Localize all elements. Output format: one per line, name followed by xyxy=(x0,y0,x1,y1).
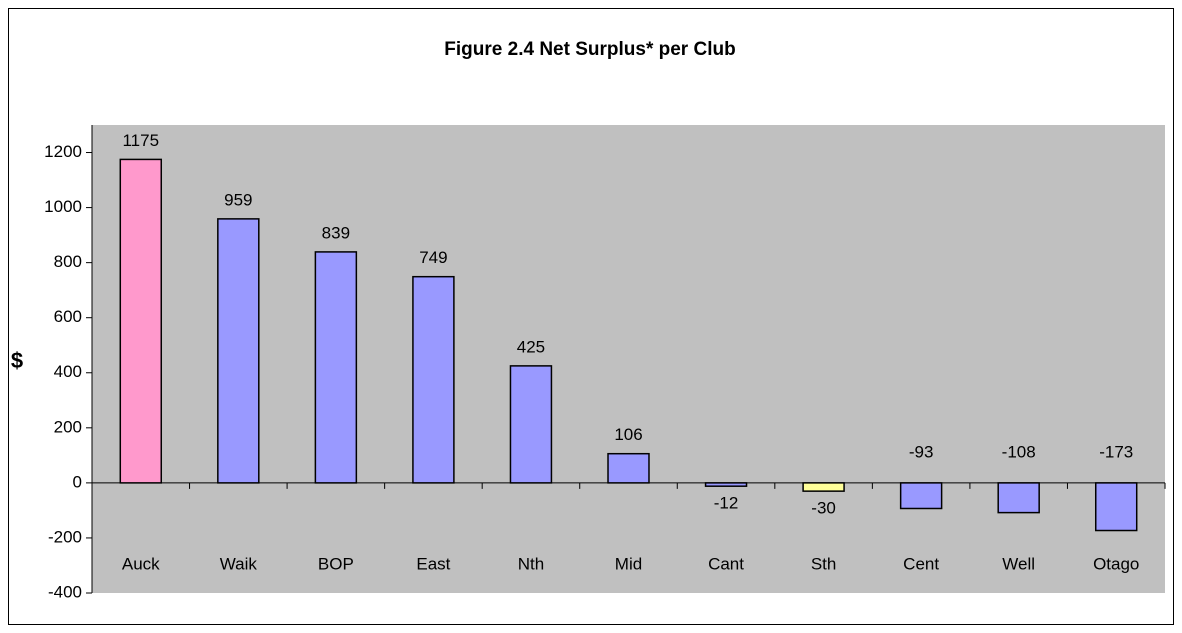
y-tick-label: 1000 xyxy=(44,197,82,216)
y-tick-label: 200 xyxy=(54,417,82,436)
y-tick-label: 1200 xyxy=(44,142,82,161)
value-label: -173 xyxy=(1099,442,1133,461)
value-label: 839 xyxy=(322,223,350,242)
x-tick-label: Nth xyxy=(518,554,544,573)
x-tick-label: Cent xyxy=(903,554,939,573)
bar xyxy=(509,365,553,484)
bar xyxy=(704,482,748,487)
x-tick-label: BOP xyxy=(318,554,354,573)
chart-title: Figure 2.4 Net Surplus* per Club xyxy=(444,39,735,60)
value-label: -30 xyxy=(811,499,836,518)
x-tick-label: Waik xyxy=(220,554,258,573)
bar xyxy=(899,482,943,510)
y-tick-label: 400 xyxy=(54,362,82,381)
y-tick-label: 600 xyxy=(54,307,82,326)
value-label: 425 xyxy=(517,337,545,356)
y-tick-label: -400 xyxy=(48,582,82,601)
bar xyxy=(997,482,1040,514)
y-tick-label: -200 xyxy=(48,527,82,546)
x-tick-label: Auck xyxy=(122,554,160,573)
value-label: 749 xyxy=(419,248,447,267)
x-tick-label: East xyxy=(416,554,450,573)
bar xyxy=(119,158,163,484)
bar xyxy=(314,251,358,484)
bar xyxy=(412,275,455,484)
x-tick-label: Mid xyxy=(615,554,642,573)
y-tick-label: 0 xyxy=(73,472,82,491)
bar xyxy=(607,452,650,484)
y-tick-label: 800 xyxy=(54,252,82,271)
bar xyxy=(1094,482,1138,532)
value-label: -93 xyxy=(909,442,934,461)
value-label: 1175 xyxy=(122,131,159,150)
y-axis-label: $ xyxy=(11,348,23,373)
value-label: 106 xyxy=(614,425,642,444)
x-tick-label: Otago xyxy=(1093,554,1139,573)
x-tick-label: Cant xyxy=(708,554,744,573)
x-tick-label: Well xyxy=(1002,554,1035,573)
value-label: 959 xyxy=(224,190,252,209)
bar xyxy=(217,218,260,484)
x-tick-label: Sth xyxy=(811,554,837,573)
bar xyxy=(802,482,845,492)
plot-area xyxy=(92,125,1165,593)
value-label: -12 xyxy=(714,494,739,513)
value-label: -108 xyxy=(1002,442,1036,461)
